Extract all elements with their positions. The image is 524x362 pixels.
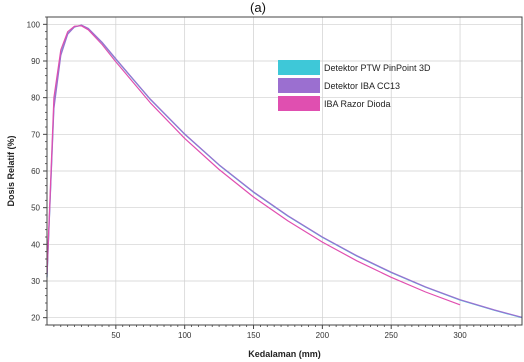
y-tick-label: 80 (31, 94, 40, 103)
y-tick-label: 60 (31, 167, 40, 176)
panel-label: (a) (250, 0, 266, 15)
legend-swatch-3 (278, 96, 320, 111)
axis-ticks: 20 30 40 50 60 70 80 90 100 50 100 150 200 250 300 (27, 16, 516, 340)
grid-lines (47, 17, 522, 325)
legend-swatch-2 (278, 78, 320, 93)
series-line-2 (46, 24, 523, 318)
y-tick-label: 40 (31, 240, 40, 249)
y-tick-label: 100 (27, 20, 41, 29)
x-tick-label: 200 (316, 331, 330, 340)
series-lines (46, 24, 523, 319)
legend-label-2: Detektor IBA CC13 (324, 81, 400, 91)
y-tick-label: 30 (31, 277, 40, 286)
y-axis-title: Dosis Relatif (%) (6, 135, 16, 206)
y-tick-label: 70 (31, 130, 40, 139)
x-tick-label: 300 (453, 331, 467, 340)
y-tick-label: 50 (31, 204, 40, 213)
legend: Detektor PTW PinPoint 3D Detektor IBA CC1… (278, 60, 431, 111)
legend-label-3: IBA Razor Dioda (324, 99, 391, 109)
legend-swatch-1 (278, 60, 320, 75)
x-tick-label: 100 (178, 331, 192, 340)
x-tick-label: 250 (385, 331, 399, 340)
legend-label-1: Detektor PTW PinPoint 3D (324, 63, 431, 73)
x-tick-label: 150 (247, 331, 261, 340)
x-tick-label: 50 (111, 331, 120, 340)
y-tick-label: 90 (31, 57, 40, 66)
y-tick-label: 20 (31, 314, 40, 323)
x-axis-title: Kedalaman (mm) (248, 349, 321, 359)
series-line-3 (46, 25, 461, 306)
